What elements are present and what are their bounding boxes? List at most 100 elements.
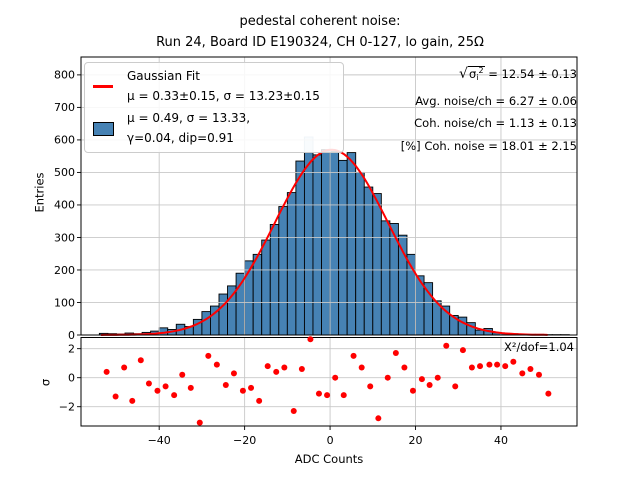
residual-point <box>298 365 305 372</box>
stat-coh-noise: Coh. noise/ch = 1.13 ± 0.13 <box>414 116 577 130</box>
y-tick-label: 400 <box>54 199 75 212</box>
histogram-bar <box>423 282 434 336</box>
residual-points <box>103 336 552 426</box>
residual-point <box>494 361 501 368</box>
residual-point <box>443 342 450 349</box>
x-tick-label: −20 <box>233 434 256 447</box>
residual-point <box>459 347 466 354</box>
residual-point <box>205 352 212 359</box>
y-tick-label: 200 <box>54 264 75 277</box>
histogram-bar <box>278 206 288 336</box>
residual-point <box>375 415 382 422</box>
histogram-bar <box>312 154 322 336</box>
y-tick-label: 0 <box>68 371 75 384</box>
residual-point <box>418 376 425 383</box>
residual-point <box>401 364 408 371</box>
histogram-bar <box>380 220 391 336</box>
y-tick-label: −2 <box>59 401 75 414</box>
y-tick-label: 2 <box>68 342 75 355</box>
residual-point <box>137 357 144 364</box>
residual-point <box>426 381 433 388</box>
residual-point <box>340 392 347 399</box>
legend-hist-params-line1: μ = 0.49, σ = 13.33, <box>127 111 251 125</box>
residual-point <box>452 383 459 390</box>
legend-fit-params: μ = 0.33±0.15, σ = 13.23±0.15 <box>127 88 320 103</box>
residual-axes-frame <box>80 337 578 427</box>
legend-entry-gaussian-fit: Gaussian Fit μ = 0.33±0.15, σ = 13.23±0.… <box>93 67 335 106</box>
residual-point <box>510 358 517 365</box>
histogram-bar <box>338 159 348 336</box>
residual-point <box>307 336 314 343</box>
histogram-bar <box>261 239 271 336</box>
histogram-bar <box>363 186 374 336</box>
x-tick-label: 0 <box>327 434 334 447</box>
residual-point <box>324 392 331 399</box>
residual-point <box>519 370 526 377</box>
legend-fit-label: Gaussian Fit <box>127 69 200 83</box>
residual-point <box>112 393 119 400</box>
residual-point <box>273 368 280 375</box>
y-tick-label: 300 <box>54 231 75 244</box>
histogram-bars <box>98 149 570 336</box>
histogram-bar <box>295 160 305 336</box>
histogram-bar <box>474 329 485 336</box>
residual-point <box>332 374 339 381</box>
chart-title-line1: pedestal coherent noise: <box>239 14 401 29</box>
residual-point <box>535 371 542 378</box>
residual-point <box>154 387 161 394</box>
main-axes-frame <box>80 56 578 336</box>
residual-point <box>230 370 237 377</box>
residual-point <box>171 392 178 399</box>
histogram-bar <box>321 149 331 336</box>
legend-fit-line-swatch <box>93 85 113 88</box>
residual-point <box>248 384 255 391</box>
x-axis-label: ADC Counts <box>294 452 364 466</box>
y-tick-label: 500 <box>54 166 75 179</box>
histogram-bar <box>355 171 365 336</box>
residual-point <box>179 371 186 378</box>
residual-point <box>468 364 475 371</box>
residual-point <box>187 384 194 391</box>
residual-point <box>239 387 246 394</box>
residual-point <box>145 380 152 387</box>
residual-point <box>477 363 484 370</box>
histogram-bar <box>252 253 263 336</box>
residual-point <box>545 390 552 397</box>
legend-entry-histogram: μ = 0.49, σ = 13.33, γ=0.04, dip=0.91 <box>93 109 335 148</box>
y-axis-label-entries: Entries <box>32 172 47 213</box>
residual-point <box>162 383 169 390</box>
y-tick-label: 0 <box>68 329 75 342</box>
y-tick-label: 100 <box>54 296 75 309</box>
legend-hist-params-line2: γ=0.04, dip=0.91 <box>127 130 234 145</box>
residual-point <box>264 363 271 370</box>
residual-point <box>256 397 263 404</box>
residual-point <box>392 350 399 357</box>
histogram-bar <box>286 192 297 336</box>
y-tick-label: 700 <box>54 101 75 114</box>
residual-point <box>486 361 493 368</box>
histogram-bar <box>201 311 211 336</box>
axes-frames <box>80 56 578 427</box>
histogram-bar <box>303 152 314 336</box>
residual-point <box>502 363 509 370</box>
histogram-bar <box>269 224 280 336</box>
residual-point <box>290 408 297 415</box>
residual-point <box>350 352 357 359</box>
residual-point <box>527 365 534 372</box>
legend-histogram-swatch <box>93 121 114 136</box>
residual-point <box>129 397 136 404</box>
chart-title-line2: Run 24, Board ID E190324, CH 0-127, lo g… <box>156 35 484 50</box>
stat-coh-noise-pct: [%] Coh. noise = 18.01 ± 2.15 <box>400 138 577 153</box>
residual-point <box>121 364 128 371</box>
residual-point <box>213 361 220 368</box>
x-tick-label: −40 <box>148 434 171 447</box>
residual-point <box>103 368 110 375</box>
residual-point <box>358 364 365 371</box>
legend-swatch-cell <box>93 109 127 148</box>
histogram-bar <box>235 272 246 336</box>
histogram-bar <box>346 152 357 336</box>
residual-point <box>196 419 203 426</box>
legend-swatch-cell <box>93 67 127 106</box>
